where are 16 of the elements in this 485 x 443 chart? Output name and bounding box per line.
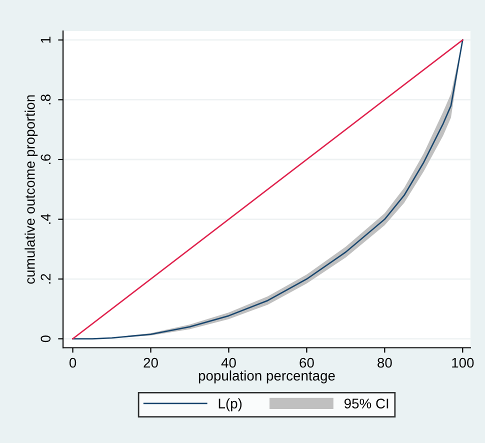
- y-tick-label: .4: [40, 214, 50, 224]
- x-axis-title: population percentage: [198, 370, 335, 384]
- x-tick-label: 40: [221, 358, 236, 368]
- x-tick-label: 20: [144, 358, 158, 368]
- x-tick-label: 100: [452, 358, 474, 368]
- x-tick-label: 60: [300, 358, 314, 368]
- y-tick-label: 0: [40, 335, 51, 342]
- legend-label: L(p): [218, 398, 242, 412]
- y-tick-label: 1: [40, 36, 50, 43]
- x-tick-label: 0: [69, 358, 76, 368]
- text: 95% CI: [344, 398, 388, 408]
- y-tick-label: .8: [40, 94, 51, 104]
- y-tick-label: .6: [40, 154, 51, 164]
- y-tick-label: .2: [40, 274, 50, 284]
- y-axis-title: cumulative outcome proportion: [24, 95, 38, 284]
- x-tick-label: 80: [378, 358, 392, 368]
